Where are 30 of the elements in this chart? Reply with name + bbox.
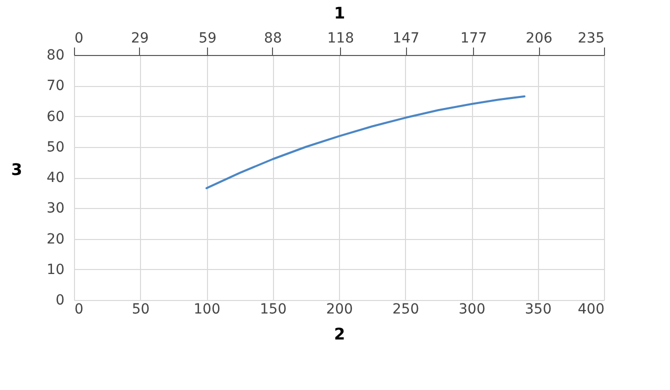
- y-axis-title: 3: [11, 160, 22, 179]
- y-tick-label: 70: [46, 78, 64, 94]
- x2-tick-label: 147: [392, 30, 420, 46]
- x-tick-label: 400: [578, 302, 604, 318]
- x2-tick-label: 59: [198, 30, 216, 46]
- x-tick-label: 300: [458, 302, 486, 318]
- y-tick-label: 30: [46, 200, 64, 217]
- x2-tick-label: 88: [264, 30, 282, 46]
- x-tick-label: 200: [326, 302, 353, 318]
- x2-tick-label: 235: [578, 30, 604, 46]
- x-axis-title: 2: [334, 324, 346, 344]
- x2-axis-title: 1: [334, 4, 346, 22]
- x2-tick-label: 206: [526, 30, 553, 46]
- x2-tick-label: 177: [460, 30, 488, 46]
- y-tick-label: 10: [46, 262, 64, 278]
- y-tick-label: 60: [46, 108, 64, 125]
- x2-tick-label: 118: [327, 30, 354, 46]
- x2-tick-label: 0: [74, 30, 84, 46]
- x-tick-label: 250: [392, 302, 420, 318]
- y-tick-label: 80: [46, 48, 64, 64]
- y-tick-label: 20: [46, 231, 64, 248]
- x-tick-label: 100: [194, 302, 220, 318]
- x-tick-label: 50: [132, 302, 150, 318]
- x-tick-label: 150: [260, 302, 287, 318]
- x2-tick-label: 29: [130, 30, 149, 46]
- x-tick-label: 350: [524, 302, 552, 318]
- line-series: [206, 95, 526, 190]
- y-tick-label: 50: [46, 139, 64, 156]
- y-tick-label: 40: [46, 170, 64, 186]
- x-tick-label: 0: [74, 302, 84, 318]
